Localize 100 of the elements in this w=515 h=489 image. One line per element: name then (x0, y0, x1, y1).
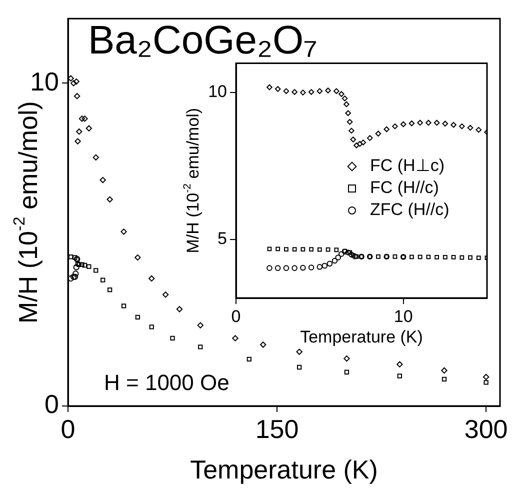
point (72, 255, 78, 260)
point (300, 264, 306, 271)
point (92, 154, 99, 161)
point (350, 253, 356, 258)
point (107, 287, 112, 292)
point (296, 364, 302, 370)
point (442, 120, 448, 127)
x-tick-label: 150 (255, 414, 299, 444)
point (317, 247, 322, 252)
y-axis-title: M/H (10-2 emu/mol) (181, 108, 203, 254)
point (316, 264, 323, 270)
point (460, 255, 464, 260)
point (350, 136, 356, 142)
point (134, 254, 141, 261)
point (484, 380, 488, 385)
point (78, 116, 86, 122)
point (344, 101, 350, 108)
point (326, 260, 333, 267)
y-axis-title: M/H (10-2 emu/mol) (10, 101, 44, 324)
point (417, 120, 423, 126)
point (334, 88, 340, 94)
point (392, 123, 398, 130)
point (80, 262, 84, 267)
annotation: H = 1000 Oe (104, 370, 230, 396)
point (148, 275, 155, 282)
point (274, 265, 281, 271)
point (198, 344, 203, 350)
point (434, 120, 440, 126)
point (360, 140, 366, 146)
point (344, 355, 350, 362)
point (100, 278, 106, 282)
point (322, 262, 328, 269)
point (441, 367, 448, 374)
point (308, 264, 314, 270)
point (348, 250, 352, 255)
point (100, 176, 106, 184)
point (283, 265, 290, 271)
point (418, 254, 422, 260)
point (309, 247, 314, 252)
point (121, 304, 126, 308)
point (354, 254, 359, 259)
point (344, 370, 350, 374)
point (72, 270, 79, 277)
point (354, 142, 360, 148)
point (326, 247, 330, 252)
point (74, 92, 80, 100)
legend-label: ZFC (H//c) (370, 200, 450, 220)
point (400, 121, 406, 128)
point (410, 254, 414, 260)
point (396, 361, 403, 368)
y-tick-label: 5 (218, 228, 227, 248)
point (86, 264, 92, 269)
point (94, 268, 98, 273)
legend-label: FC (H⊥c) (370, 156, 444, 176)
point (451, 255, 456, 260)
point (384, 126, 390, 132)
point (442, 376, 447, 382)
point (284, 247, 288, 252)
point (76, 128, 82, 135)
point (260, 342, 266, 348)
x-tick-label: 300 (464, 414, 508, 444)
point (106, 196, 113, 202)
point (325, 88, 331, 94)
point (482, 374, 490, 380)
point (392, 254, 398, 259)
point (338, 91, 344, 97)
point (276, 246, 280, 252)
point (170, 336, 175, 341)
point (149, 324, 154, 330)
point (73, 264, 80, 270)
point (348, 252, 354, 258)
point (82, 262, 88, 268)
point (267, 246, 272, 252)
point (356, 141, 363, 147)
point (342, 96, 348, 102)
point (274, 86, 281, 92)
point (426, 254, 431, 260)
point (197, 322, 204, 328)
point (292, 89, 298, 95)
point (450, 122, 456, 128)
point (346, 119, 353, 125)
x-axis-title: Temperature (K) (300, 327, 423, 346)
point (70, 80, 77, 86)
point (316, 88, 323, 94)
point (467, 124, 474, 131)
point (332, 258, 338, 264)
point (135, 314, 140, 320)
point (86, 125, 92, 132)
point (246, 356, 252, 362)
point (334, 248, 339, 252)
point (300, 247, 306, 252)
point (120, 228, 127, 235)
point (232, 335, 238, 342)
point (468, 255, 472, 260)
point (292, 265, 298, 271)
x-axis-title: Temperature (K) (190, 454, 378, 485)
point (300, 90, 306, 96)
point (459, 123, 465, 130)
point (82, 116, 88, 122)
point (68, 275, 74, 282)
